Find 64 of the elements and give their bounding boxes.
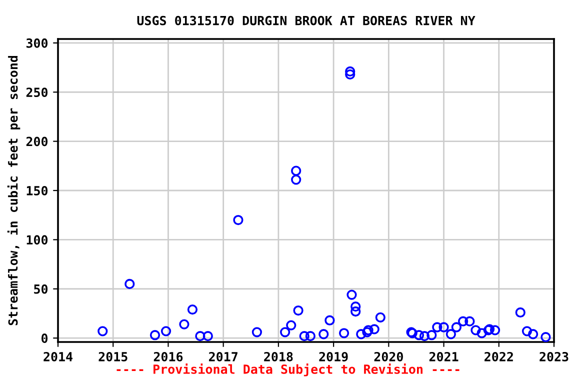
point <box>324 315 335 326</box>
y-axis-title: Streamflow, in cubic feet per second <box>7 56 20 326</box>
x-tick-label: 2022 <box>484 352 513 362</box>
point <box>446 329 456 340</box>
point <box>150 330 160 340</box>
x-tick-label: 2014 <box>44 352 72 362</box>
point <box>356 329 366 340</box>
point <box>280 327 290 338</box>
point <box>458 316 468 326</box>
point <box>345 66 356 77</box>
point <box>369 324 380 334</box>
point <box>346 290 357 300</box>
point <box>318 329 329 340</box>
point <box>187 304 198 315</box>
point <box>299 331 310 342</box>
point <box>476 328 487 338</box>
point <box>124 278 135 290</box>
point <box>432 322 442 332</box>
point <box>414 330 424 340</box>
point <box>350 306 361 317</box>
y-tick-label: 100 <box>26 235 48 245</box>
point <box>426 330 437 340</box>
point <box>233 214 244 226</box>
y-tick-label: 150 <box>26 186 48 196</box>
point <box>515 307 526 318</box>
point <box>490 325 500 336</box>
point <box>438 322 449 332</box>
y-tick-label: 50 <box>34 284 48 294</box>
point <box>98 326 108 336</box>
point <box>345 69 356 80</box>
point <box>419 331 430 342</box>
x-tick-label: 2020 <box>374 352 403 362</box>
x-tick-label: 2016 <box>154 352 183 362</box>
x-tick-label: 2015 <box>98 352 128 362</box>
point <box>540 332 551 342</box>
point <box>375 312 386 322</box>
y-tick-label: 0 <box>42 334 48 343</box>
text: ---- Provisional Data Subject to Revision ---- <box>116 364 460 376</box>
point <box>305 331 316 342</box>
point <box>451 322 462 332</box>
point <box>195 331 206 342</box>
x-tick-label: 2019 <box>319 352 348 362</box>
y-tick-label: 250 <box>26 88 48 98</box>
point <box>464 316 475 326</box>
x-tick-label: 2018 <box>264 352 293 362</box>
point <box>286 320 296 330</box>
point <box>293 305 304 316</box>
y-tick-label: 300 <box>26 38 48 48</box>
x-tick-label: 2023 <box>540 352 568 362</box>
point <box>179 319 190 330</box>
x-tick-label: 2017 <box>208 352 238 362</box>
point <box>160 326 172 336</box>
y-tick-label: 200 <box>26 136 48 146</box>
x-tick-label: 2021 <box>429 352 458 362</box>
point <box>291 166 302 176</box>
point <box>291 174 302 185</box>
point <box>202 331 213 342</box>
point <box>528 329 538 340</box>
point <box>252 327 262 338</box>
point <box>350 302 361 312</box>
point <box>338 328 350 338</box>
chart-title: USGS 01315170 DURGIN BROOK AT BOREAS RIVER NY <box>137 16 476 26</box>
point <box>470 325 481 336</box>
point <box>522 326 532 336</box>
